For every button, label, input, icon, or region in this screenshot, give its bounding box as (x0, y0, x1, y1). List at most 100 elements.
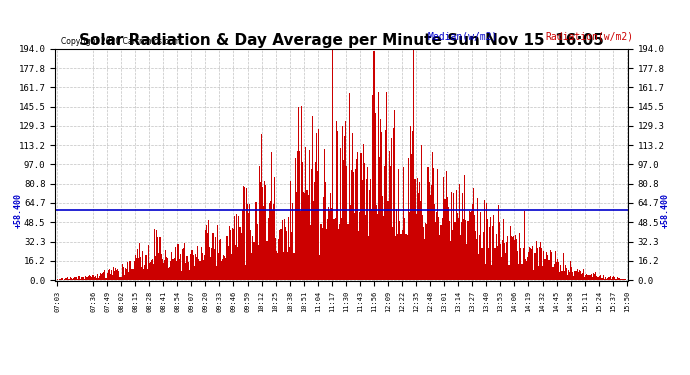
Bar (546, 252, 547, 280)
Bar (493, 214, 495, 280)
Bar (199, 261, 201, 280)
Bar (277, 254, 278, 280)
Bar (437, 169, 438, 280)
Bar (148, 263, 150, 280)
Bar (560, 265, 562, 280)
Bar (96, 278, 97, 280)
Bar (238, 216, 239, 280)
Bar (359, 212, 360, 280)
Bar (611, 279, 612, 280)
Bar (417, 193, 419, 280)
Bar (613, 276, 614, 280)
Bar (184, 243, 186, 280)
Bar (270, 152, 272, 280)
Bar (610, 276, 611, 280)
Bar (175, 247, 176, 280)
Bar (239, 227, 241, 280)
Bar (304, 193, 306, 280)
Bar (509, 264, 510, 280)
Bar (466, 244, 467, 280)
Bar (352, 133, 353, 280)
Bar (595, 272, 596, 280)
Bar (423, 227, 424, 280)
Bar (253, 242, 255, 280)
Bar (146, 269, 148, 280)
Bar (539, 247, 540, 280)
Bar (104, 270, 106, 280)
Bar (94, 277, 95, 280)
Bar (492, 226, 493, 280)
Bar (537, 248, 538, 280)
Bar (461, 222, 462, 280)
Bar (506, 242, 507, 280)
Bar (117, 269, 119, 280)
Bar (130, 261, 131, 280)
Bar (320, 224, 322, 280)
Bar (152, 260, 153, 280)
Bar (249, 204, 250, 280)
Bar (491, 265, 492, 280)
Bar (165, 250, 166, 280)
Bar (556, 262, 557, 280)
Bar (557, 260, 558, 280)
Bar (128, 272, 129, 280)
Bar (589, 275, 591, 280)
Bar (474, 215, 475, 280)
Bar (205, 230, 206, 280)
Bar (538, 266, 539, 280)
Bar (318, 129, 319, 280)
Bar (92, 275, 94, 280)
Bar (79, 279, 81, 280)
Bar (444, 199, 445, 280)
Bar (470, 211, 471, 280)
Bar (358, 231, 359, 280)
Bar (97, 274, 98, 280)
Bar (350, 205, 351, 280)
Bar (407, 235, 408, 280)
Bar (219, 240, 220, 280)
Bar (193, 255, 194, 280)
Bar (621, 279, 622, 280)
Bar (501, 257, 502, 280)
Bar (449, 221, 450, 280)
Bar (457, 218, 459, 280)
Bar (319, 255, 320, 280)
Bar (261, 134, 262, 280)
Bar (328, 207, 329, 280)
Bar (81, 277, 83, 280)
Bar (100, 273, 101, 280)
Bar (402, 167, 404, 280)
Bar (72, 279, 73, 280)
Bar (182, 249, 184, 280)
Bar (156, 230, 157, 280)
Bar (503, 219, 504, 280)
Bar (70, 277, 71, 280)
Bar (522, 248, 524, 280)
Bar (607, 278, 608, 280)
Bar (625, 279, 627, 280)
Bar (368, 236, 369, 280)
Text: Median(w/m2): Median(w/m2) (428, 32, 498, 41)
Bar (554, 264, 555, 280)
Text: Radiation(w/m2): Radiation(w/m2) (545, 32, 633, 41)
Bar (486, 203, 487, 280)
Bar (169, 267, 170, 280)
Bar (121, 264, 123, 280)
Bar (375, 205, 377, 280)
Bar (609, 277, 610, 280)
Bar (266, 242, 268, 280)
Bar (405, 234, 406, 280)
Bar (263, 206, 264, 280)
Bar (527, 256, 528, 280)
Bar (573, 276, 574, 280)
Bar (515, 236, 516, 280)
Bar (549, 250, 551, 280)
Bar (57, 279, 58, 280)
Bar (246, 188, 247, 280)
Bar (283, 252, 284, 280)
Bar (553, 267, 554, 280)
Bar (356, 159, 357, 280)
Bar (442, 177, 444, 280)
Bar (186, 256, 188, 280)
Bar (433, 168, 434, 280)
